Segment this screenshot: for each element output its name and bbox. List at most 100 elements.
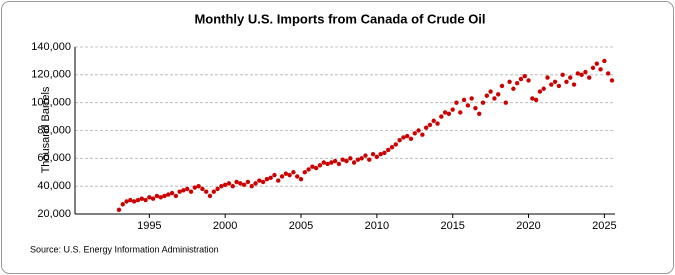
point — [158, 195, 163, 200]
point — [404, 133, 410, 139]
point — [276, 178, 281, 183]
point — [454, 100, 459, 105]
point — [234, 179, 239, 185]
point — [120, 202, 125, 207]
point — [549, 82, 554, 87]
point — [522, 74, 527, 79]
point — [609, 78, 615, 83]
point — [249, 183, 254, 189]
point — [571, 82, 577, 87]
point — [226, 181, 232, 186]
point — [302, 170, 308, 175]
point — [363, 153, 368, 158]
point — [484, 93, 490, 98]
point — [374, 154, 380, 160]
x-tick-label: 2005 — [289, 220, 313, 232]
point — [325, 161, 330, 167]
x-tick-label: 2000 — [213, 220, 237, 232]
point — [257, 178, 262, 183]
y-tick-label: 40,000 — [37, 180, 71, 192]
point — [241, 182, 247, 187]
point — [469, 96, 474, 101]
point — [473, 106, 478, 111]
point — [150, 196, 156, 201]
point — [124, 199, 129, 204]
point — [253, 181, 258, 186]
y-tick-label: 120,000 — [31, 69, 71, 81]
point — [181, 188, 186, 193]
point — [238, 181, 243, 186]
x-tick-label: 2020 — [516, 220, 540, 232]
point — [351, 160, 357, 165]
point — [245, 179, 251, 185]
point — [215, 186, 220, 192]
point — [382, 150, 387, 155]
point — [128, 197, 133, 203]
point — [378, 151, 383, 157]
point — [219, 183, 224, 189]
y-tick-label: 140,000 — [31, 41, 71, 53]
y-tick-label: 80,000 — [37, 124, 71, 136]
point — [564, 79, 569, 84]
point — [568, 75, 573, 80]
point — [260, 179, 266, 185]
point — [306, 167, 311, 172]
point — [465, 103, 471, 108]
point — [298, 177, 304, 182]
point — [329, 160, 334, 165]
point — [355, 157, 361, 162]
point — [560, 72, 565, 78]
point — [264, 177, 270, 182]
point — [442, 110, 448, 115]
point — [492, 96, 497, 101]
point — [518, 76, 524, 82]
point — [204, 189, 209, 194]
chart-title: Monthly U.S. Imports from Canada of Crud… — [194, 11, 485, 26]
point — [295, 174, 300, 179]
x-tick-label: 2025 — [592, 220, 616, 232]
point — [317, 163, 323, 168]
point — [530, 96, 535, 101]
point — [446, 111, 452, 117]
point — [230, 183, 235, 189]
point — [461, 97, 467, 103]
point — [545, 75, 550, 80]
point — [507, 79, 512, 84]
point — [533, 97, 539, 103]
point — [272, 172, 277, 178]
point — [575, 71, 581, 76]
point — [116, 207, 122, 213]
point — [480, 100, 486, 105]
point — [397, 138, 402, 143]
point — [139, 196, 144, 201]
point — [147, 195, 152, 200]
point — [496, 92, 501, 97]
point — [458, 110, 463, 115]
x-tick-label: 1995 — [137, 220, 161, 232]
point — [488, 89, 493, 94]
point — [348, 156, 353, 161]
point — [287, 172, 292, 178]
y-tick-label: 20,000 — [37, 208, 71, 220]
point — [196, 183, 201, 189]
point — [367, 157, 372, 162]
point — [173, 193, 179, 199]
point — [135, 197, 141, 203]
point — [313, 165, 319, 171]
source-note: Source: U.S. Energy Information Administ… — [30, 244, 219, 254]
point — [389, 145, 395, 150]
point — [423, 125, 429, 130]
point — [154, 193, 160, 199]
point — [332, 158, 338, 164]
point — [131, 199, 137, 204]
x-tick-label: 2010 — [365, 220, 389, 232]
point — [211, 189, 216, 194]
point — [321, 160, 326, 165]
point — [526, 78, 531, 83]
point — [291, 170, 296, 175]
point — [587, 75, 592, 80]
point — [477, 111, 482, 117]
point — [222, 182, 228, 187]
